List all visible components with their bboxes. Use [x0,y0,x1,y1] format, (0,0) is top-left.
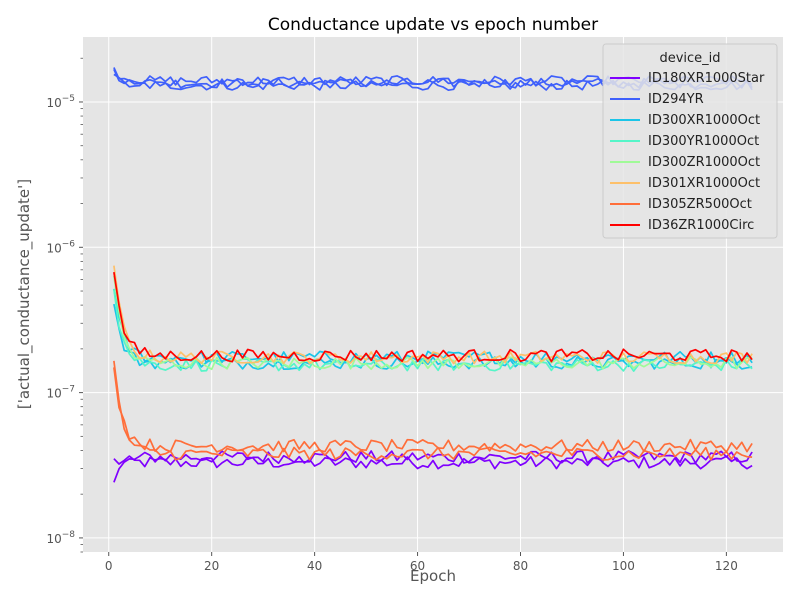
x-tick-label: 80 [513,559,528,573]
legend-entry: ID305ZR500Oct [648,197,752,212]
series-line [113,455,753,470]
y-tick-label: 10−6 [46,239,75,255]
x-tick-label: 60 [410,559,425,573]
x-axis-label: Epoch [410,567,456,585]
y-tick-base: 10 [46,241,61,255]
legend-entry: ID300YR1000Oct [648,134,759,149]
legend-items: ID180XR1000Star ID294YR ID300XR1000Oct ID30… [610,71,765,233]
legend-entry: ID301XR1000Oct [648,176,760,191]
y-tick-exponent: −7 [62,385,75,395]
y-tick-base: 10 [46,96,61,110]
legend-entry: ID36ZR1000Circ [648,218,754,233]
x-tick-label: 100 [612,559,635,573]
series-line [113,275,753,371]
y-axis: 10−810−710−610−5 [46,57,83,553]
x-tick-label: 0 [105,559,113,573]
chart-title: Conductance update vs epoch number [268,15,598,35]
series-line [113,367,753,453]
legend-title: device_id [659,51,720,66]
x-tick-label: 120 [715,559,738,573]
y-tick-exponent: −6 [62,239,76,249]
y-tick-label: 10−5 [46,94,75,110]
legend-entry: ID180XR1000Star [648,71,765,86]
y-tick-exponent: −8 [62,530,76,540]
x-axis: 0 20 40 60 80 100 120 [105,552,738,573]
legend: device_id ID180XR1000Star ID294YR ID300XR1… [602,43,778,239]
legend-entry: ID294YR [648,92,704,107]
y-tick-label: 10−8 [46,530,75,546]
legend-entry: ID300ZR1000Oct [648,155,760,170]
y-tick-base: 10 [46,532,61,546]
y-tick-base: 10 [46,387,61,401]
x-tick-label: 40 [307,559,322,573]
series-line [113,271,753,363]
legend-box [602,43,778,239]
series-line [113,450,753,483]
series-layer [113,67,753,483]
y-axis-label: ['actual_conductance_update'] [15,179,34,409]
series-line [113,360,753,461]
x-tick-label: 20 [204,559,219,573]
legend-entry: ID300XR1000Oct [648,113,760,128]
y-tick-exponent: −5 [62,94,75,104]
series-line [113,265,753,365]
y-tick-label: 10−7 [46,385,75,401]
